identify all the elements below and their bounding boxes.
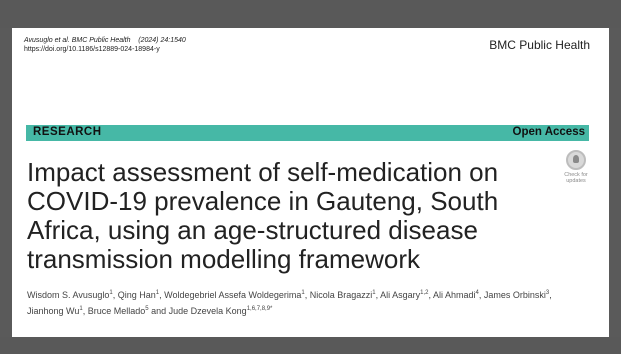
viewer-bottom-bar — [0, 337, 621, 354]
author-separator: , — [304, 290, 310, 300]
document-page — [12, 28, 609, 337]
author-affiliation: 1 — [109, 290, 113, 296]
author-affiliation: 1 — [372, 290, 376, 296]
open-access-label: Open Access — [512, 126, 585, 138]
citation-journal: BMC Public Health — [71, 37, 131, 44]
article-type-band: RESEARCH Open Access — [26, 125, 589, 141]
author-separator: , — [375, 290, 381, 300]
bookmark-icon — [566, 150, 586, 170]
author-affiliation: 1 — [79, 306, 83, 312]
author-affiliation: 5 — [145, 306, 149, 312]
check-updates-text: Check for updates — [564, 172, 588, 184]
author-name[interactable]: Jianhong Wu — [27, 306, 80, 316]
author-affiliation: 1 — [155, 290, 160, 296]
article-title: Impact assessment of self-medication on … — [27, 157, 499, 274]
author-name[interactable]: Qing Han — [117, 290, 156, 300]
author-separator: , — [112, 290, 118, 300]
author-affiliation: 1 — [301, 290, 305, 296]
author-name[interactable]: James Orbinski — [483, 290, 546, 300]
author-name[interactable]: Wisdom S. Avusuglo — [27, 290, 110, 300]
author-affiliation: 1,2 — [420, 290, 429, 296]
viewer-top-bar — [0, 0, 621, 28]
author-separator: , — [82, 306, 88, 316]
author-name[interactable]: Woldegebriel Assefa Woldegerima — [164, 290, 302, 300]
journal-name: BMC Public Health — [489, 38, 590, 52]
author-affiliation: 1,6,7,8,9* — [246, 306, 273, 312]
author-separator: , — [159, 290, 165, 300]
article-type-label: RESEARCH — [33, 126, 102, 138]
author-affiliation: 4 — [475, 290, 479, 296]
author-affiliation: 3 — [545, 290, 550, 296]
citation-authors: Avusuglo et al. — [24, 37, 70, 44]
author-name[interactable]: Bruce Mellado — [87, 306, 146, 316]
author-separator: , — [478, 290, 484, 300]
author-separator: , — [428, 290, 434, 300]
author-separator: , — [549, 290, 552, 300]
doi-link[interactable]: https://doi.org/10.1186/s12889-024-18984… — [24, 46, 160, 53]
author-list: Wisdom S. Avusuglo1, Qing Han1, Woldegeb… — [27, 286, 587, 318]
author-name[interactable]: Jude Dzevela Kong — [168, 306, 247, 316]
author-name[interactable]: Nicola Bragazzi — [309, 290, 373, 300]
check-for-updates-badge[interactable]: Check for updates — [561, 150, 591, 186]
author-name[interactable]: Ali Asgary — [380, 290, 421, 300]
citation-year-volume: (2024) 24:1540 — [138, 37, 186, 44]
citation-line: Avusuglo et al. BMC Public Health (2024)… — [24, 36, 186, 45]
author-separator: and — [148, 306, 169, 316]
citation-block: Avusuglo et al. BMC Public Health (2024)… — [24, 36, 186, 54]
author-name[interactable]: Ali Ahmadi — [433, 290, 476, 300]
